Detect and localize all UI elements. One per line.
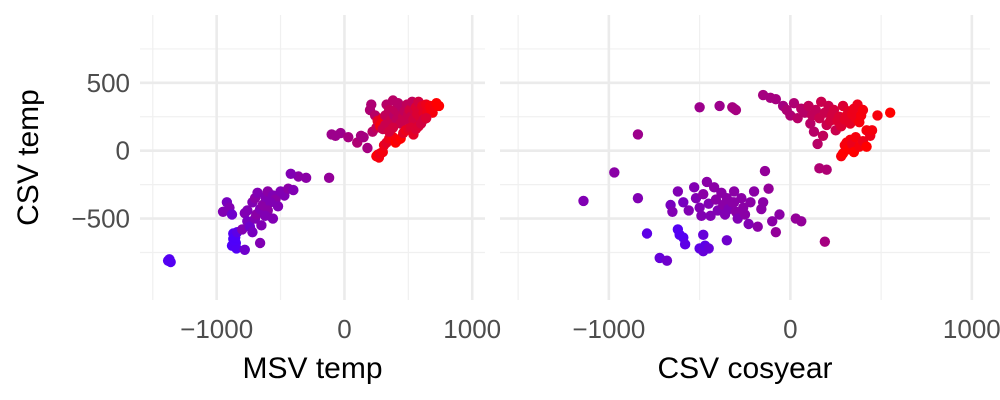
x-tick-label: 0 bbox=[783, 314, 797, 344]
data-point bbox=[812, 138, 823, 150]
data-point bbox=[743, 218, 754, 230]
data-point bbox=[358, 131, 369, 143]
data-point bbox=[817, 130, 829, 141]
data-point bbox=[698, 229, 709, 241]
data-point bbox=[641, 228, 653, 239]
data-point bbox=[792, 112, 803, 124]
data-point bbox=[745, 197, 756, 208]
data-point bbox=[265, 197, 276, 208]
data-point bbox=[252, 187, 263, 198]
data-point bbox=[748, 186, 760, 197]
data-point bbox=[821, 164, 832, 175]
data-point bbox=[728, 186, 740, 197]
data-point bbox=[698, 188, 709, 200]
data-point bbox=[774, 209, 785, 220]
x-axis-title: CSV cosyear bbox=[657, 352, 832, 385]
y-tick-label: 500 bbox=[87, 68, 130, 98]
data-point bbox=[285, 168, 296, 179]
data-point bbox=[632, 129, 644, 140]
data-point bbox=[247, 226, 258, 238]
data-point bbox=[679, 239, 691, 250]
data-point bbox=[667, 206, 678, 217]
x-tick-label: −1000 bbox=[180, 314, 253, 344]
data-point bbox=[763, 183, 774, 194]
data-point bbox=[857, 104, 869, 116]
data-point bbox=[256, 220, 267, 231]
data-point bbox=[632, 193, 644, 204]
x-tick-label: 0 bbox=[337, 314, 351, 344]
data-point bbox=[884, 107, 896, 118]
data-point bbox=[808, 126, 820, 137]
data-point bbox=[708, 182, 720, 193]
data-point bbox=[714, 100, 725, 112]
data-point bbox=[323, 172, 335, 184]
data-point bbox=[872, 110, 883, 121]
y-tick-label: 0 bbox=[116, 136, 130, 166]
data-point bbox=[387, 122, 399, 133]
data-point bbox=[362, 142, 373, 154]
x-axis-title: MSV temp bbox=[242, 352, 382, 385]
x-tick-label: 1000 bbox=[443, 314, 501, 344]
data-point bbox=[672, 186, 684, 197]
data-point bbox=[861, 141, 872, 152]
data-point bbox=[231, 243, 242, 254]
data-point bbox=[421, 112, 432, 124]
data-point bbox=[728, 197, 740, 208]
y-tick-label: −500 bbox=[71, 204, 130, 234]
data-point bbox=[757, 197, 769, 208]
data-point bbox=[770, 226, 782, 238]
data-point bbox=[433, 100, 445, 112]
data-point bbox=[694, 102, 705, 113]
x-tick-label: 1000 bbox=[943, 314, 1000, 344]
data-point bbox=[703, 243, 714, 254]
data-point bbox=[705, 210, 716, 222]
data-point bbox=[805, 118, 816, 129]
data-point bbox=[678, 197, 689, 208]
data-point bbox=[272, 201, 284, 212]
data-point bbox=[661, 255, 673, 266]
data-point bbox=[162, 255, 174, 266]
data-point bbox=[335, 127, 346, 139]
data-point bbox=[254, 237, 266, 249]
data-point bbox=[226, 209, 238, 220]
data-point bbox=[239, 244, 250, 255]
data-point bbox=[578, 195, 589, 207]
data-point bbox=[770, 93, 782, 105]
data-point bbox=[739, 209, 751, 220]
data-point bbox=[767, 216, 778, 227]
data-point bbox=[609, 167, 620, 178]
x-tick-label: −1000 bbox=[572, 314, 645, 344]
data-point bbox=[788, 98, 800, 109]
data-point bbox=[796, 216, 807, 227]
data-point bbox=[683, 205, 694, 216]
data-point bbox=[688, 182, 700, 193]
data-point bbox=[343, 131, 354, 143]
data-point bbox=[300, 172, 312, 184]
y-axis-title: CSV temp bbox=[12, 89, 45, 226]
data-point bbox=[752, 221, 763, 232]
data-point bbox=[267, 213, 279, 224]
data-point bbox=[696, 210, 707, 222]
data-point bbox=[701, 176, 713, 188]
data-point bbox=[728, 103, 740, 114]
data-point bbox=[694, 202, 705, 213]
data-point bbox=[366, 99, 377, 110]
data-point bbox=[721, 235, 733, 246]
data-point bbox=[866, 125, 878, 136]
data-point bbox=[288, 184, 299, 196]
data-point bbox=[217, 206, 229, 217]
data-point bbox=[759, 165, 771, 177]
data-point bbox=[810, 104, 821, 116]
data-point bbox=[242, 205, 253, 216]
data-point bbox=[819, 236, 831, 247]
